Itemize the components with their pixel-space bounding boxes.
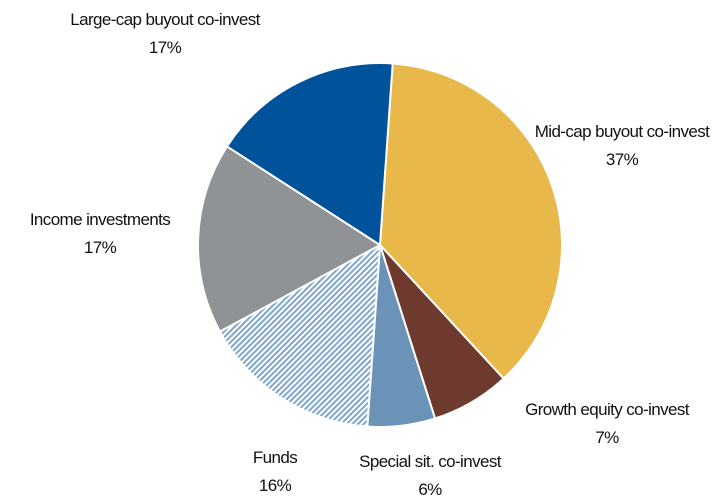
slice-label: Growth equity co-invest 7% xyxy=(487,396,716,452)
category-name: Funds xyxy=(252,448,298,467)
slice-label: Special sit. co-invest 6% xyxy=(320,448,540,504)
slice-label: Mid-cap buyout co-invest 37% xyxy=(522,118,716,174)
slice-label: Large-cap buyout co-invest 17% xyxy=(65,6,265,62)
value-label: 37% xyxy=(605,150,639,169)
value-label: 16% xyxy=(258,476,292,495)
pie-slice xyxy=(225,62,394,247)
slice-label: Funds 16% xyxy=(225,444,325,500)
value-label: 7% xyxy=(595,428,619,447)
category-name: Growth equity co-invest xyxy=(525,400,689,419)
category-name: Mid-cap buyout co-invest xyxy=(534,122,710,141)
value-label: 6% xyxy=(418,480,442,499)
value-label: 17% xyxy=(148,38,182,57)
category-name: Income investments xyxy=(29,210,171,229)
value-label: 17% xyxy=(83,238,117,257)
pie-slice xyxy=(197,145,382,333)
category-name: Special sit. co-invest xyxy=(359,452,501,471)
pie-slice xyxy=(218,243,382,428)
slice-label: Income investments 17% xyxy=(0,206,200,262)
category-name: Large-cap buyout co-invest xyxy=(70,10,260,29)
pie-slice xyxy=(378,62,563,380)
